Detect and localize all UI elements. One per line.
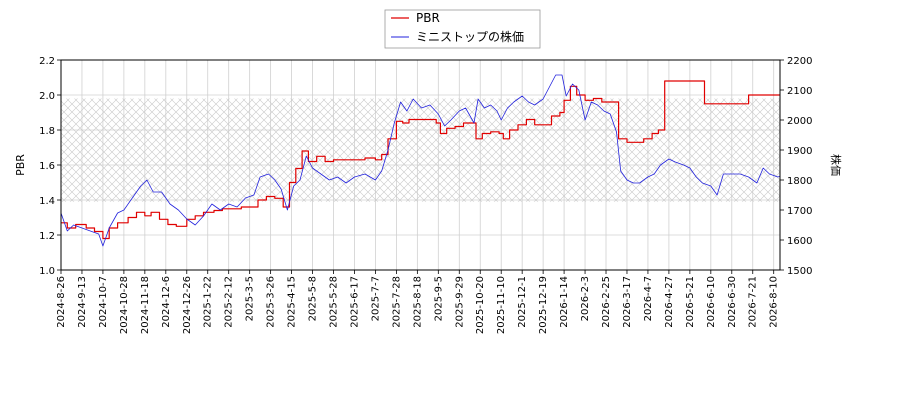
x-tick-label: 2024-8-26 <box>56 276 67 328</box>
x-tick-label: 2024-10-7 <box>98 276 109 328</box>
y-left-axis-title: PBR <box>14 154 27 176</box>
y-right-axis-title: 株価 <box>829 154 843 176</box>
y-right-tick-label: 1600 <box>787 236 812 247</box>
y-right-tick-label: 1800 <box>787 176 812 187</box>
ticks-layer: 2024-8-26 2024-9-13 2024-10-7 2024-10-28 202… <box>39 56 812 334</box>
y-left-tick-label: 2.0 <box>39 91 55 102</box>
series-layer <box>61 74 780 247</box>
x-tick-label: 2025-5-28 <box>329 276 340 328</box>
x-tick-label: 2025-12-19 <box>538 276 549 334</box>
y-right-tick-label: 1900 <box>787 146 812 157</box>
x-tick-label: 2024-12-26 <box>182 276 193 334</box>
legend-label-price: ミニストップの株価 <box>416 29 524 44</box>
series-line-price <box>61 74 780 247</box>
x-tick-label: 2026-4-27 <box>664 276 675 328</box>
legend: PBR ミニストップの株価 <box>384 9 541 49</box>
x-tick-label: 2024-9-13 <box>77 276 88 328</box>
x-tick-label: 2025-9-29 <box>454 276 465 328</box>
x-tick-label: 2026-5-21 <box>685 276 696 328</box>
y-right-tick-label: 2000 <box>787 116 812 127</box>
x-tick-label: 2025-7-7 <box>370 276 381 321</box>
x-tick-label: 2025-3-26 <box>266 276 277 328</box>
x-tick-label: 2026-6-30 <box>727 276 738 328</box>
x-tick-label: 2026-3-17 <box>622 276 633 328</box>
y-right-tick-label: 1700 <box>787 206 812 217</box>
range-band <box>61 98 780 202</box>
y-right-tick-label: 2200 <box>787 56 812 67</box>
x-tick-label: 2025-4-15 <box>287 276 298 328</box>
x-tick-label: 2024-10-28 <box>119 276 130 334</box>
legend-box <box>384 9 541 49</box>
y-left-tick-label: 1.8 <box>39 126 55 137</box>
x-tick-label: 2026-4-7 <box>643 276 654 321</box>
x-tick-label: 2025-5-8 <box>308 276 319 321</box>
y-left-tick-label: 1.0 <box>39 266 55 277</box>
series-line-pbr <box>61 80 780 240</box>
x-tick-label: 2025-11-10 <box>496 276 507 334</box>
y-right-tick-label: 2100 <box>787 86 812 97</box>
y-right-tick-label: 1500 <box>787 266 812 277</box>
x-tick-label: 2025-8-18 <box>412 276 423 328</box>
x-tick-label: 2026-2-3 <box>580 276 591 321</box>
x-tick-label: 2025-3-5 <box>245 276 256 321</box>
x-tick-label: 2025-10-20 <box>475 276 486 334</box>
y-left-tick-label: 1.4 <box>39 196 55 207</box>
x-tick-label: 2025-12-1 <box>517 276 528 328</box>
x-tick-label: 2026-8-10 <box>769 276 780 328</box>
x-tick-label: 2026-6-10 <box>706 276 717 328</box>
y-left-tick-label: 1.2 <box>39 231 55 242</box>
y-left-tick-label: 2.2 <box>39 56 55 67</box>
x-tick-label: 2025-9-5 <box>433 276 444 321</box>
legend-label-pbr: PBR <box>416 11 440 25</box>
x-tick-label: 2025-7-28 <box>391 276 402 328</box>
x-tick-label: 2024-11-18 <box>140 276 151 334</box>
x-tick-label: 2025-2-12 <box>224 276 235 328</box>
x-tick-label: 2026-7-21 <box>748 276 759 328</box>
x-tick-label: 2026-2-25 <box>601 276 612 328</box>
x-tick-label: 2025-6-17 <box>349 276 360 328</box>
y-left-tick-label: 1.6 <box>39 161 55 172</box>
x-tick-label: 2024-12-6 <box>161 276 172 328</box>
x-tick-label: 2025-1-22 <box>203 276 214 328</box>
x-tick-label: 2026-1-14 <box>559 276 570 328</box>
